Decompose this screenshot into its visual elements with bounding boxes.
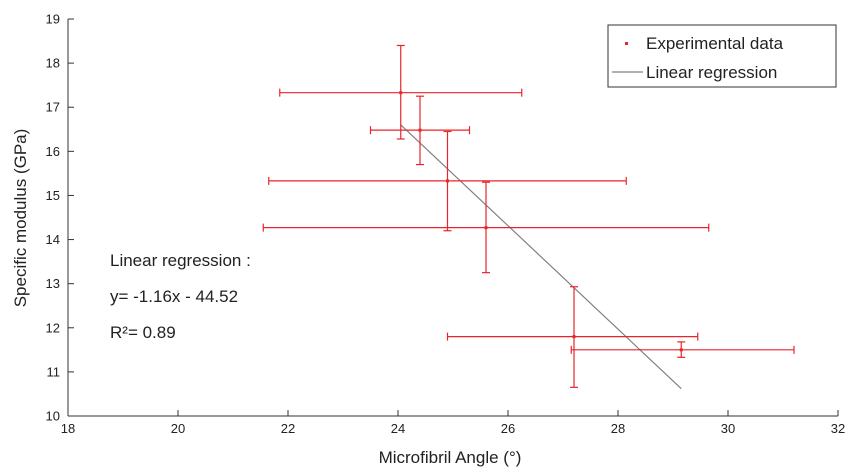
x-tick-label: 28 <box>611 421 625 436</box>
y-tick-label: 19 <box>46 12 60 27</box>
data-point-group <box>279 44 523 140</box>
legend-marker-experimental <box>625 42 628 45</box>
data-point <box>399 91 403 95</box>
legend-box <box>607 24 837 88</box>
data-point-group <box>369 95 471 166</box>
y-axis-title: Specific modulus (GPa) <box>11 129 30 308</box>
data-point <box>418 128 422 132</box>
y-tick-label: 18 <box>46 56 60 71</box>
plot-marks <box>262 44 795 390</box>
data-point-group <box>268 130 627 232</box>
data-point <box>446 179 449 183</box>
axes: 18 20 22 24 26 28 30 32 10 11 12 13 14 15 16 17 18 19 <box>46 12 846 437</box>
x-tick-label: 18 <box>61 421 75 436</box>
x-tick-label: 30 <box>721 421 735 436</box>
x-tick-label: 26 <box>501 421 515 436</box>
y-tick-label: 14 <box>46 232 60 247</box>
x-tick-label: 22 <box>281 421 295 436</box>
x-tick-label: 20 <box>171 421 185 436</box>
x-axis-title: Microfibril Angle (°) <box>379 448 522 467</box>
data-point <box>572 335 576 339</box>
data-point <box>679 348 683 352</box>
y-tick-label: 10 <box>46 409 60 424</box>
annotation-equation: y= -1.16x - 44.52 <box>110 287 238 306</box>
y-tick-label: 17 <box>46 100 60 115</box>
legend-label-regression: Linear regression <box>646 63 777 82</box>
y-tick-label: 16 <box>46 144 60 159</box>
x-tick-label: 24 <box>391 421 405 436</box>
legend-label-experimental: Experimental data <box>646 34 784 53</box>
y-tick-label: 11 <box>47 364 61 379</box>
data-point-group <box>446 286 699 388</box>
x-tick-label: 32 <box>831 421 845 436</box>
legend: Experimental data Linear regression <box>607 24 837 88</box>
y-tick-label: 15 <box>46 188 60 203</box>
annotation-r-squared: R²= 0.89 <box>110 323 176 342</box>
data-point <box>484 226 488 230</box>
data-point-group <box>262 181 710 274</box>
regression-annotation: Linear regression : y= -1.16x - 44.52 R²… <box>110 251 251 342</box>
y-tick-label: 12 <box>46 320 60 335</box>
regression-line <box>400 124 682 390</box>
annotation-title: Linear regression : <box>110 251 251 270</box>
data-point-group <box>570 341 795 358</box>
y-tick-label: 13 <box>46 276 60 291</box>
